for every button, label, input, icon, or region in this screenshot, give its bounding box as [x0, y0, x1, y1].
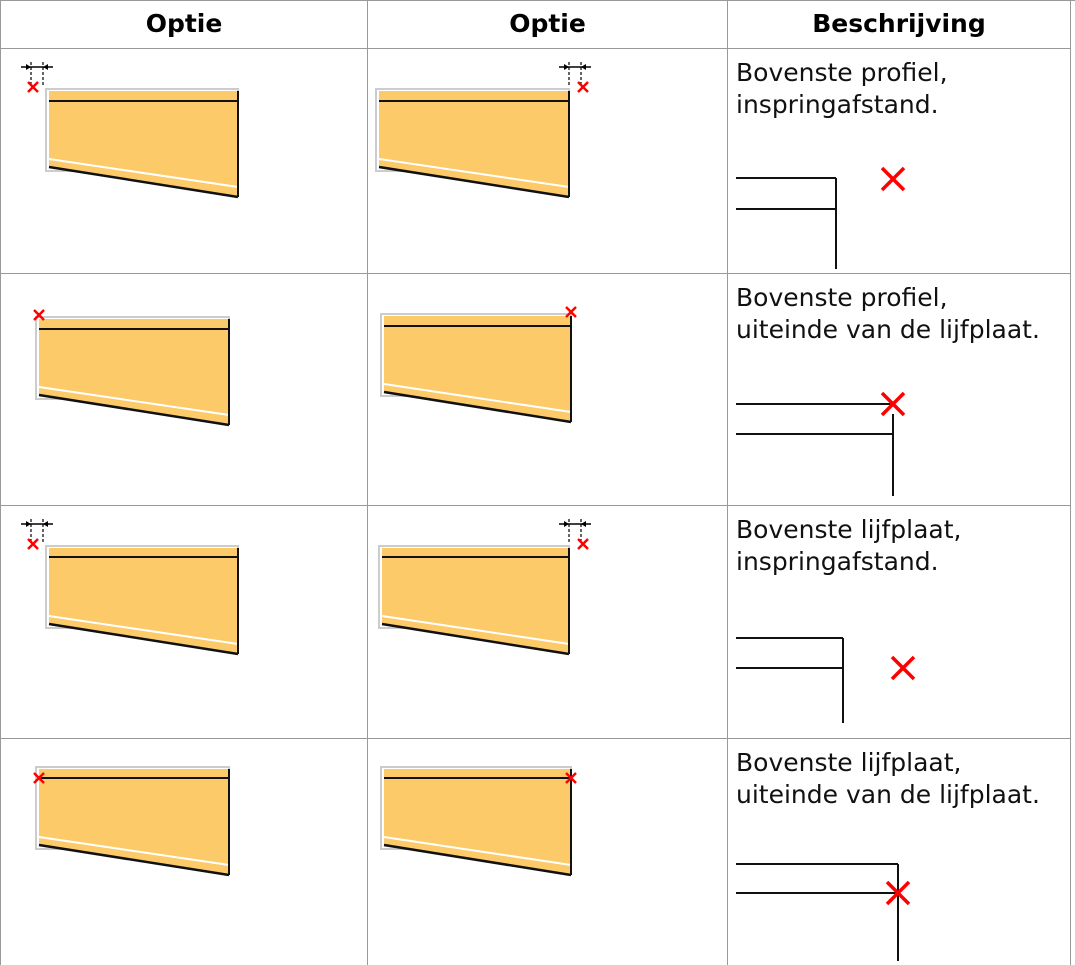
image-cell	[368, 506, 728, 739]
header-cell: Optie	[368, 1, 728, 49]
bottom-line	[381, 615, 570, 645]
beam	[39, 319, 229, 424]
image-cell	[368, 49, 728, 274]
image-cell	[368, 739, 728, 965]
image-cell	[1, 49, 368, 274]
illustration	[21, 62, 239, 199]
description-text: uiteinde van de lijfplaat.	[736, 780, 1040, 809]
arrow	[26, 64, 48, 70]
illustration	[378, 519, 591, 656]
marker	[880, 166, 906, 192]
marker	[885, 880, 911, 906]
marker	[880, 391, 906, 417]
bottom-line	[383, 843, 572, 877]
marker	[27, 538, 39, 550]
marker	[33, 309, 45, 321]
beam	[382, 548, 569, 653]
bottom-line	[383, 390, 572, 424]
illustration	[21, 519, 239, 656]
bottom-line	[378, 158, 570, 188]
bottom-line	[48, 165, 239, 199]
marker	[565, 306, 577, 318]
bottom-line	[38, 843, 230, 877]
bottom-line	[381, 622, 570, 656]
bottom-line	[38, 393, 230, 427]
description-text: inspringafstand.	[736, 90, 939, 119]
description-text: Bovenste profiel,	[736, 58, 948, 87]
bottom-line	[48, 615, 239, 645]
header-cell: Optie	[1, 1, 368, 49]
marker	[577, 81, 589, 93]
illustration	[736, 863, 911, 961]
illustration	[375, 62, 591, 199]
bottom-line	[48, 622, 239, 656]
beam	[384, 316, 571, 421]
description-text: Bovenste lijfplaat,	[736, 748, 962, 777]
beam	[39, 769, 229, 874]
arrow	[564, 64, 586, 70]
description-cell: Bovenste profiel, inspringafstand.	[728, 49, 1071, 274]
illustration	[736, 391, 906, 496]
bottom-line	[38, 386, 230, 416]
bottom-line	[48, 158, 239, 188]
bottom-line	[38, 836, 230, 866]
description-text: inspringafstand.	[736, 547, 939, 576]
image-cell	[1, 739, 368, 965]
illustration	[380, 306, 577, 424]
illustration	[33, 766, 230, 877]
description-cell: Bovenste lijfplaat, uiteinde van de lijfp…	[728, 739, 1071, 965]
beam	[49, 548, 238, 653]
header-cell: Beschrijving	[728, 1, 1071, 49]
arrow	[564, 521, 586, 527]
marker	[890, 655, 916, 681]
image-cell	[368, 274, 728, 506]
bottom-line	[383, 836, 572, 866]
bottom-line	[378, 165, 570, 199]
description-text: uiteinde van de lijfplaat.	[736, 315, 1040, 344]
description-cell: Bovenste lijfplaat, inspringafstand.	[728, 506, 1071, 739]
illustration	[736, 166, 906, 269]
beam	[384, 769, 571, 874]
marker	[565, 772, 577, 784]
arrow	[26, 521, 48, 527]
illustration	[33, 309, 230, 427]
beam	[379, 91, 569, 196]
description-cell: Bovenste profiel, uiteinde van de lijfpla…	[728, 274, 1071, 506]
bottom-line	[383, 383, 572, 413]
marker	[577, 538, 589, 550]
beam	[49, 91, 238, 196]
illustration	[380, 766, 577, 877]
description-text: Bovenste profiel,	[736, 283, 948, 312]
description-text: Bovenste lijfplaat,	[736, 515, 962, 544]
illustration	[736, 637, 916, 723]
marker	[33, 772, 45, 784]
image-cell	[1, 274, 368, 506]
marker	[27, 81, 39, 93]
image-cell	[1, 506, 368, 739]
